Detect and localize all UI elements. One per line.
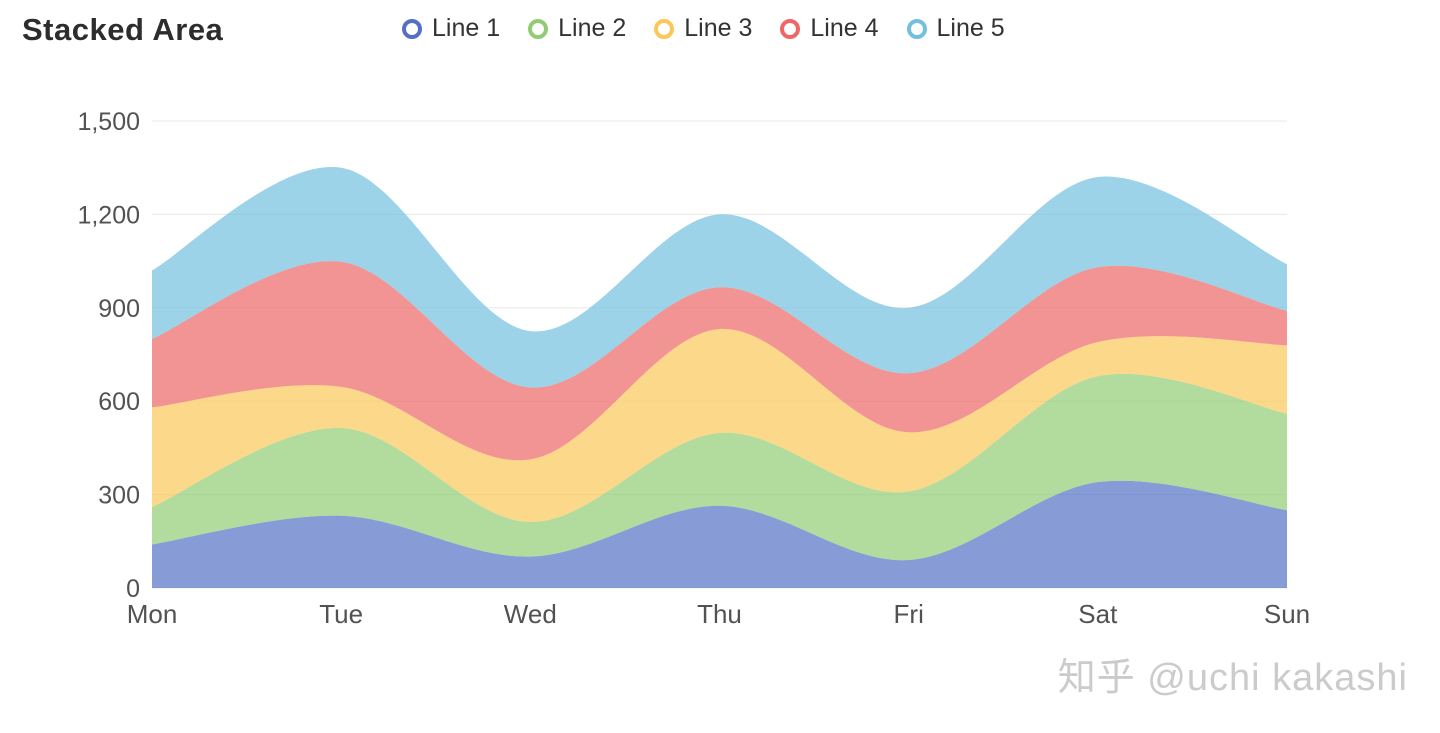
legend-ring-icon: [906, 18, 927, 39]
x-axis-tick-label: Sun: [1264, 599, 1310, 629]
x-axis-tick-label: Sat: [1078, 599, 1118, 629]
area-series-line-5: [152, 166, 1287, 388]
area-series-line-1: [152, 480, 1287, 588]
chart-title: Stacked Area: [22, 12, 224, 47]
legend-ring-icon: [402, 18, 422, 39]
legend-label: Line 5: [936, 14, 1005, 42]
legend-ring-icon: [528, 18, 549, 39]
x-axis-tick-label: Tue: [319, 599, 363, 629]
legend-label: Line 1: [432, 14, 501, 42]
x-axis-tick-label: Fri: [894, 599, 924, 629]
legend-item-line-4[interactable]: Line 4: [780, 14, 879, 42]
y-axis-tick-label: 300: [98, 482, 140, 510]
legend-item-line-5[interactable]: Line 5: [906, 14, 1005, 42]
legend: Line 1 Line 2 Line 3 Line 4 Line 5: [402, 16, 1005, 41]
x-axis-tick-label: Wed: [504, 599, 557, 629]
watermark: 知乎 @uchi kakashi: [1057, 657, 1408, 699]
area-series-line-2: [152, 373, 1287, 561]
legend-item-line-3[interactable]: Line 3: [654, 16, 752, 41]
legend-item-line-1[interactable]: Line 1: [402, 16, 500, 41]
y-axis-tick-label: 1,200: [77, 201, 140, 229]
legend-label: Line 4: [810, 14, 879, 42]
legend-item-line-2[interactable]: Line 2: [528, 16, 626, 41]
legend-label: Line 2: [558, 14, 627, 42]
area-series-line-3: [152, 328, 1287, 523]
legend-label: Line 3: [684, 14, 753, 42]
y-axis-tick-label: 1,500: [77, 108, 140, 136]
y-axis-tick-label: 600: [98, 388, 140, 416]
x-axis-tick-label: Thu: [697, 599, 742, 629]
x-axis-tick-label: Mon: [127, 599, 178, 629]
area-series-line-4: [152, 261, 1287, 461]
y-axis-tick-label: 0: [126, 575, 140, 603]
legend-ring-icon: [654, 18, 675, 39]
y-axis-tick-label: 900: [98, 295, 140, 323]
legend-ring-icon: [780, 18, 801, 39]
